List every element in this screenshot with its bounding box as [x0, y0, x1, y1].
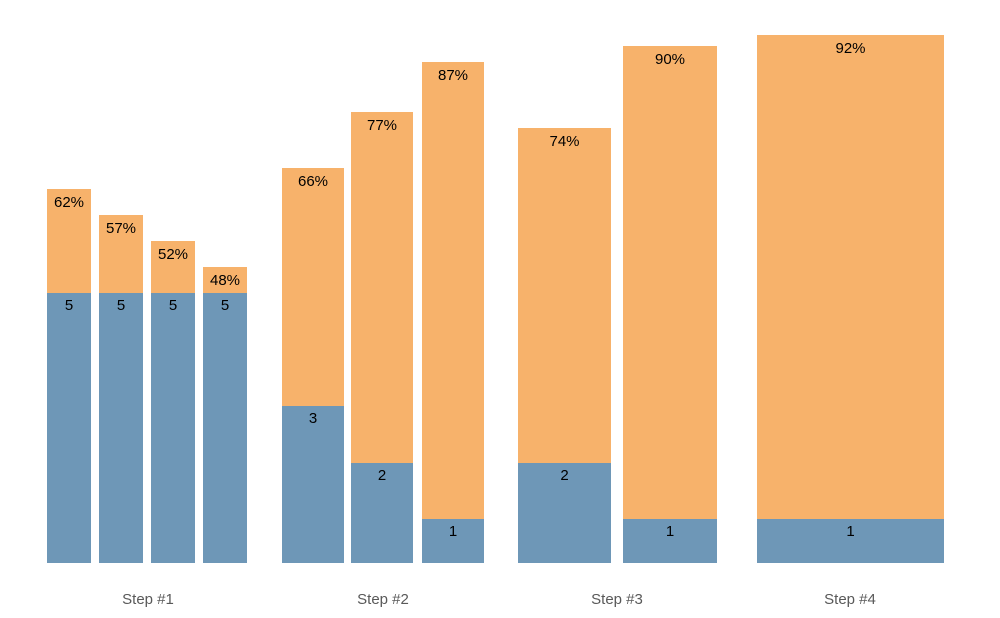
bar: 52% 5: [151, 241, 195, 563]
bar-count-label: 3: [308, 410, 318, 427]
bar: 74% 2: [518, 128, 611, 563]
bar-bottom-segment: 1: [757, 519, 944, 563]
bar: 77% 2: [351, 112, 413, 563]
bar: 90% 1: [623, 46, 717, 563]
bar-count-label: 1: [665, 523, 675, 540]
bar-pct-label: 48%: [209, 272, 241, 289]
bar-bottom-segment: 2: [518, 463, 611, 563]
bar-bottom-segment: 1: [422, 519, 484, 563]
bar-bottom-segment: 5: [151, 293, 195, 563]
bar-bottom-segment: 3: [282, 406, 344, 563]
bar-bottom-segment: 5: [203, 293, 247, 563]
bar: 57% 5: [99, 215, 143, 563]
bar: 62% 5: [47, 189, 91, 563]
bar-count-label: 5: [220, 297, 230, 314]
x-axis-group-label: Step #2: [357, 591, 409, 608]
bar-pct-label: 52%: [157, 246, 189, 263]
bar-count-label: 1: [448, 523, 458, 540]
bar: 48% 5: [203, 267, 247, 563]
x-axis-group-label: Step #3: [591, 591, 643, 608]
x-axis-group-label: Step #1: [122, 591, 174, 608]
bar: 87% 1: [422, 62, 484, 563]
bar: 92% 1: [757, 35, 944, 563]
bar-count-label: 2: [377, 467, 387, 484]
bar-count-label: 5: [168, 297, 178, 314]
bar-pct-label: 62%: [53, 194, 85, 211]
bar-bottom-segment: 2: [351, 463, 413, 563]
bar-pct-label: 57%: [105, 220, 137, 237]
bar-count-label: 5: [116, 297, 126, 314]
bar-pct-label: 87%: [437, 67, 469, 84]
bar-pct-label: 66%: [297, 173, 329, 190]
bar-bottom-segment: 1: [623, 519, 717, 563]
bar-pct-label: 74%: [549, 133, 580, 150]
bar-pct-label: 92%: [835, 40, 866, 57]
bar-bottom-segment: 5: [47, 293, 91, 563]
bar-count-label: 1: [846, 523, 855, 540]
bar-bottom-segment: 5: [99, 293, 143, 563]
bar-count-label: 2: [560, 467, 569, 484]
bar: 66% 3: [282, 168, 344, 563]
x-axis-group-label: Step #4: [824, 591, 876, 608]
bar-pct-label: 77%: [366, 117, 398, 134]
bar-count-label: 5: [64, 297, 74, 314]
bar-pct-label: 90%: [654, 51, 686, 68]
